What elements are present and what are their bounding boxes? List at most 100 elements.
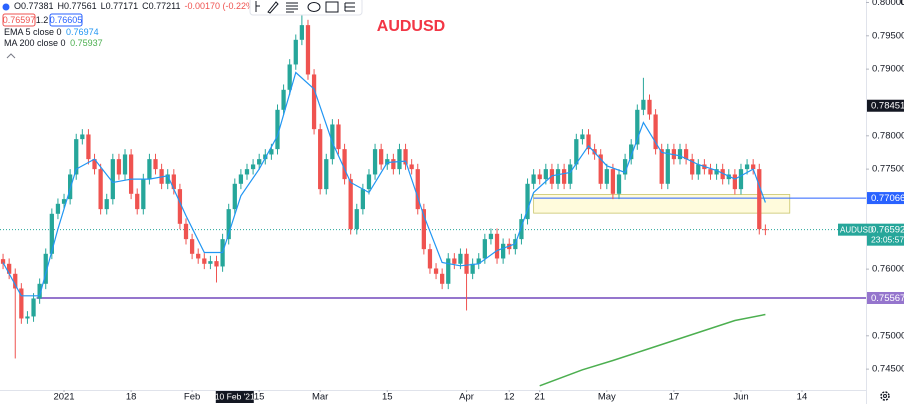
settings-gear[interactable] [880, 391, 890, 401]
candle-body [269, 149, 274, 155]
ma-name: MA 200 close 0 [4, 38, 66, 48]
candle-body [299, 25, 305, 40]
candle-body [482, 239, 487, 259]
candle-body [366, 174, 372, 190]
last-price: 0.76592 [871, 225, 904, 236]
candle-body [519, 219, 524, 240]
candle-body [574, 139, 579, 165]
candle-body [86, 134, 91, 160]
candle-body [610, 169, 616, 194]
ask: 0.76605 [50, 15, 83, 25]
candle-body [348, 179, 353, 230]
level-label: 0.75567 [871, 293, 904, 304]
settings-tool[interactable] [344, 2, 355, 12]
candle-body [244, 169, 250, 175]
candle-body [452, 258, 457, 264]
candle-body [183, 223, 189, 240]
header-item: -0.00170 (-0.22%) [185, 1, 258, 11]
candle-body [153, 159, 158, 170]
spread: 1.2 [36, 15, 49, 25]
candle-body [324, 159, 329, 190]
candle-body [147, 159, 152, 180]
candle-body [354, 209, 359, 230]
ema-value: 0.76974 [66, 27, 99, 37]
candle-body [531, 174, 536, 184]
ema-legend: EMA 5 close 0 0.76974 [4, 27, 99, 37]
x-tick-label: 18 [126, 392, 137, 403]
candle-body [568, 164, 573, 184]
candle-body [67, 174, 73, 200]
candle-body [391, 159, 396, 170]
crosshair-price: 0.78451 [871, 101, 904, 112]
x-tick-label: Apr [459, 392, 474, 403]
candle-body [708, 169, 713, 175]
axis-unit: USD [900, 0, 904, 8]
candle-body [586, 134, 591, 150]
level-label-bg [867, 192, 904, 205]
candle-body [561, 169, 567, 184]
x-tick-label: Mar [312, 392, 328, 403]
candle-body [385, 159, 390, 165]
candle-body [122, 154, 128, 175]
crosshair-price-bg [867, 99, 904, 112]
x-tick-label: 17 [669, 392, 680, 403]
candle-body [80, 134, 85, 140]
candle-body [500, 243, 506, 259]
candle-body [677, 149, 683, 160]
candle-body [525, 183, 530, 220]
candle-body [464, 253, 469, 274]
last-price-bg [867, 223, 904, 246]
candle-body [311, 74, 317, 130]
candle-body [763, 229, 768, 231]
candle-body [622, 159, 628, 175]
level-label: 0.77066 [871, 193, 904, 204]
candle-body [226, 209, 231, 240]
countdown: 23:05:57 [871, 234, 904, 244]
candle-body [49, 213, 54, 254]
x-tick-label: 15 [254, 392, 265, 403]
symbol-tag: AUDUSD [840, 225, 874, 234]
ma-legend: MA 200 close 0 0.75937 [4, 38, 103, 48]
candle-body [665, 149, 670, 184]
toolbar-handle[interactable] [255, 1, 260, 12]
candle-body [446, 258, 451, 284]
lines-tool[interactable] [286, 2, 298, 13]
y-tick-label: 0.74500 [872, 364, 904, 375]
x-tick-label: May [598, 392, 616, 403]
collapse-icon[interactable] [6, 53, 16, 59]
ask-box[interactable] [49, 13, 83, 27]
candle-body [116, 159, 122, 175]
candle-body [629, 144, 634, 160]
candle-body [7, 263, 12, 274]
zone [533, 194, 791, 214]
candle-body [74, 139, 79, 175]
candle-body [19, 288, 24, 319]
bid-box[interactable] [2, 13, 36, 27]
y-tick-label: 0.79500 [872, 30, 904, 41]
candle-body [458, 253, 463, 264]
chart-title: AUDUSD [377, 18, 445, 35]
symbol-dot [2, 3, 10, 11]
candle-body [31, 298, 36, 317]
header-item: L0.77171 [101, 1, 139, 11]
candle-body [659, 149, 664, 184]
y-tick-label: 0.80000 [872, 0, 904, 8]
candle-body [690, 159, 695, 175]
frame-tool[interactable] [325, 1, 339, 13]
x-tick-label: 15 [382, 392, 393, 403]
shape-tool[interactable] [307, 2, 321, 12]
candle-body [543, 169, 548, 180]
indicator-line [539, 313, 766, 387]
y-tick-label: 0.77500 [872, 164, 904, 175]
brush-tool[interactable] [267, 1, 279, 14]
candle-body [250, 164, 256, 170]
ohlc-header: O0.77381 H0.77561 L0.77171 C0.77211 -0.00170… [14, 1, 257, 11]
candle-body [757, 169, 762, 230]
candle-body [372, 149, 378, 175]
y-tick-label: 0.76000 [872, 264, 904, 275]
bid: 0.76597 [3, 15, 36, 25]
candle-body [403, 149, 408, 165]
candle-body [653, 114, 658, 150]
